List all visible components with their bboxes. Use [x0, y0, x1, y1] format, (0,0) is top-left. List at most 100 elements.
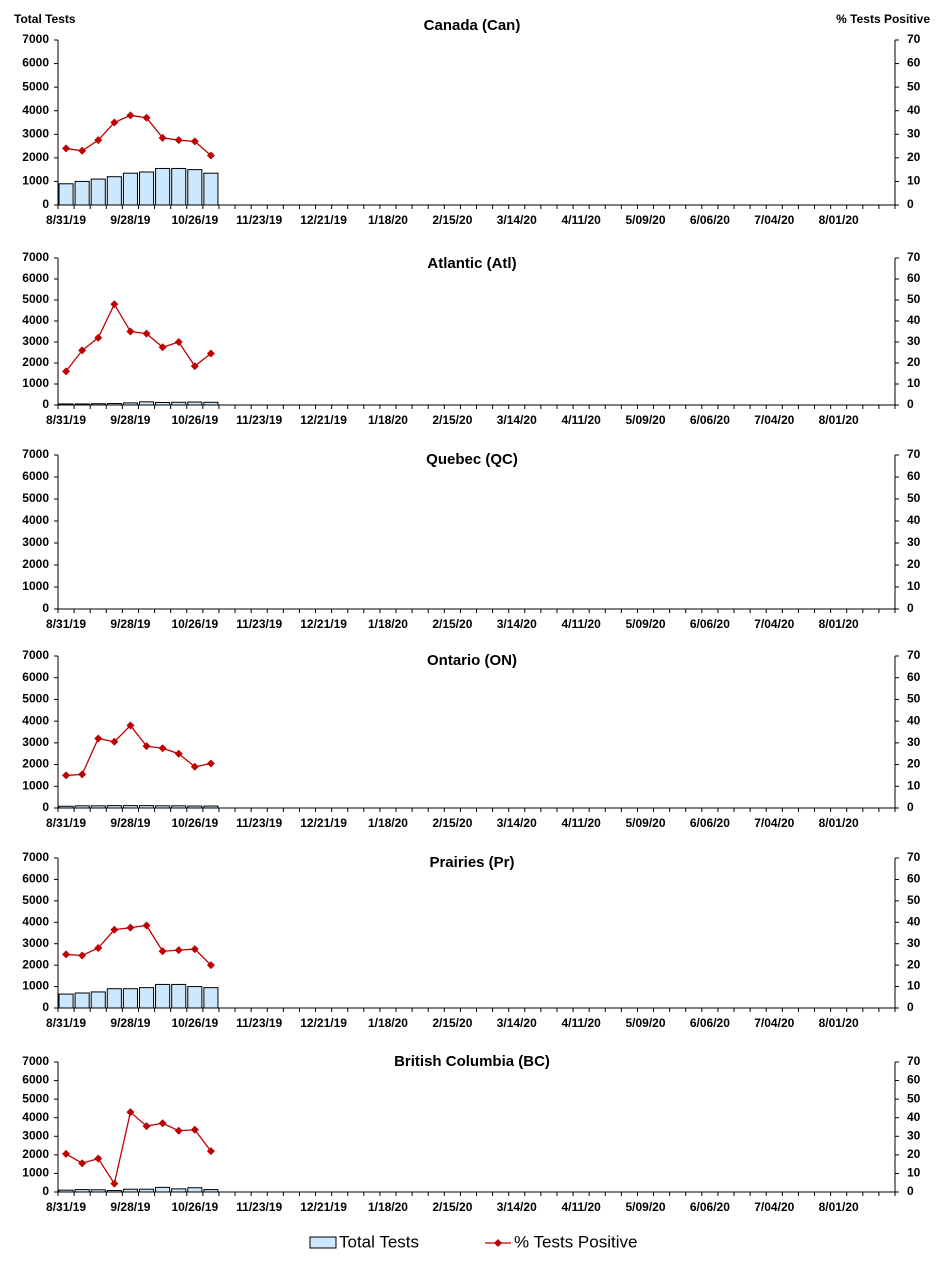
y-tick-label: 6000	[22, 56, 49, 70]
x-tick-label: 6/06/20	[690, 617, 730, 631]
y2-tick-label: 40	[907, 1110, 921, 1124]
y2-tick-label: 0	[907, 397, 914, 411]
y2-tick-label: 50	[907, 692, 921, 706]
bar	[122, 1188, 138, 1193]
x-tick-label: 2/15/20	[432, 617, 472, 631]
bar	[74, 180, 90, 206]
line-marker	[190, 762, 199, 771]
line-marker	[62, 367, 71, 376]
y-tick-label: 0	[42, 397, 49, 411]
x-tick-label: 5/09/20	[625, 617, 665, 631]
y2-tick-label: 40	[907, 513, 921, 527]
x-tick-label: 8/31/19	[46, 1016, 86, 1030]
bar	[203, 987, 219, 1009]
line-marker	[158, 343, 167, 352]
x-tick-label: 5/09/20	[625, 1200, 665, 1214]
x-tick-label: 7/04/20	[754, 617, 794, 631]
line-marker	[78, 770, 87, 779]
y2-tick-label: 20	[907, 150, 921, 164]
line-marker	[190, 362, 199, 371]
line-marker	[110, 737, 119, 746]
x-tick-label: 9/28/19	[110, 213, 150, 227]
chart-title: Canada (Can)	[424, 17, 521, 34]
y-tick-label: 1000	[22, 174, 49, 188]
x-tick-label: 10/26/19	[171, 1016, 218, 1030]
y2-tick-label: 0	[907, 197, 914, 211]
y-tick-label: 5000	[22, 292, 49, 306]
legend-marker	[494, 1239, 502, 1247]
y-tick-label: 6000	[22, 271, 49, 285]
y-axis-label: Total Tests	[14, 12, 76, 26]
x-tick-label: 9/28/19	[110, 1200, 150, 1214]
y2-tick-label: 20	[907, 1147, 921, 1161]
x-tick-label: 9/28/19	[110, 413, 150, 427]
x-tick-label: 12/21/19	[300, 816, 347, 830]
x-tick-label: 8/31/19	[46, 413, 86, 427]
y2-tick-label: 60	[907, 1073, 921, 1087]
bar	[155, 1186, 171, 1193]
y-tick-label: 3000	[22, 735, 49, 749]
x-tick-label: 8/31/19	[46, 617, 86, 631]
x-tick-label: 3/14/20	[497, 1200, 537, 1214]
y2-tick-label: 60	[907, 469, 921, 483]
x-tick-label: 3/14/20	[497, 1016, 537, 1030]
x-tick-label: 8/01/20	[819, 213, 859, 227]
bar	[171, 983, 187, 1009]
y2-tick-label: 40	[907, 313, 921, 327]
y2-tick-label: 60	[907, 670, 921, 684]
x-tick-label: 2/15/20	[432, 1016, 472, 1030]
y2-tick-label: 70	[907, 648, 921, 662]
y-tick-label: 1000	[22, 376, 49, 390]
bar	[138, 1188, 155, 1193]
line-marker	[206, 961, 215, 970]
bar	[187, 805, 203, 809]
x-tick-label: 7/04/20	[754, 213, 794, 227]
y2-tick-label: 30	[907, 535, 921, 549]
bar	[90, 991, 106, 1009]
y-tick-label: 1000	[22, 579, 49, 593]
x-tick-label: 11/23/19	[236, 413, 282, 427]
bar	[58, 1189, 74, 1193]
line-marker	[174, 1126, 183, 1135]
y2-tick-label: 30	[907, 126, 921, 140]
bar	[171, 167, 187, 206]
y2-tick-label: 40	[907, 713, 921, 727]
x-tick-label: 2/15/20	[432, 1200, 472, 1214]
y-tick-label: 4000	[22, 513, 49, 527]
x-tick-label: 12/21/19	[300, 1016, 347, 1030]
line-marker	[78, 1159, 87, 1168]
bar	[122, 402, 138, 406]
x-tick-label: 10/26/19	[171, 816, 218, 830]
y-tick-label: 2000	[22, 557, 49, 571]
bar	[138, 987, 155, 1009]
x-tick-label: 5/09/20	[625, 413, 665, 427]
y2-tick-label: 20	[907, 557, 921, 571]
line-marker	[62, 950, 71, 959]
bar	[155, 983, 171, 1009]
x-tick-label: 4/11/20	[561, 413, 601, 427]
y2-tick-label: 30	[907, 735, 921, 749]
y2-tick-label: 30	[907, 936, 921, 950]
y-tick-label: 0	[42, 1184, 49, 1198]
y-tick-label: 0	[42, 197, 49, 211]
line-marker	[110, 300, 119, 309]
x-tick-label: 6/06/20	[690, 1016, 730, 1030]
line-marker	[94, 734, 103, 743]
y2-tick-label: 0	[907, 1000, 914, 1014]
bar	[122, 172, 138, 206]
y-tick-label: 1000	[22, 979, 49, 993]
line-marker	[126, 923, 135, 932]
x-tick-label: 3/14/20	[497, 617, 537, 631]
x-tick-label: 1/18/20	[368, 1200, 408, 1214]
series-line	[65, 302, 212, 372]
y-tick-label: 7000	[22, 447, 49, 461]
y2-tick-label: 10	[907, 579, 921, 593]
line-marker	[174, 946, 183, 955]
y-tick-label: 7000	[22, 250, 49, 264]
x-tick-label: 12/21/19	[300, 1200, 347, 1214]
y-tick-label: 2000	[22, 1147, 49, 1161]
bar	[106, 403, 122, 406]
bar	[74, 1189, 90, 1193]
y2-tick-label: 10	[907, 376, 921, 390]
bar	[106, 1190, 122, 1193]
